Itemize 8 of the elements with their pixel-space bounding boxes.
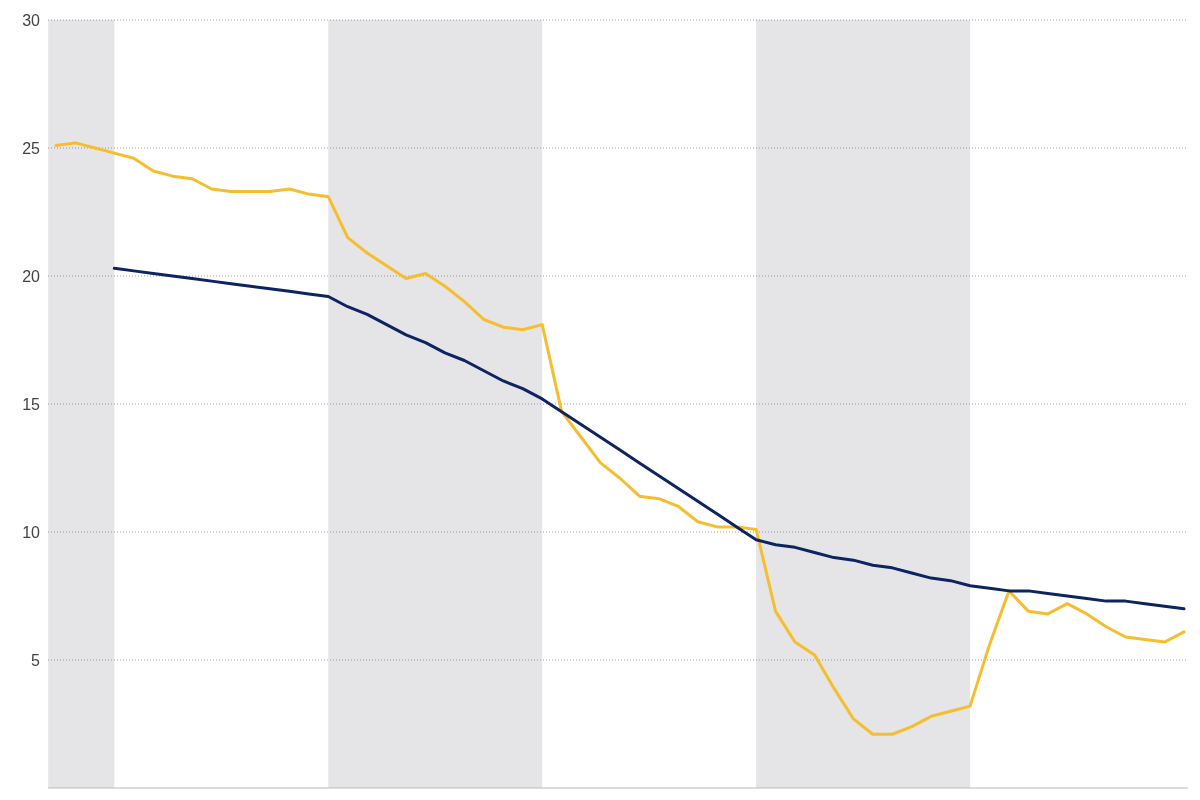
line-series [54, 141, 1186, 736]
y-tick-label: 5 [31, 651, 41, 669]
y-tick-label: 25 [22, 139, 41, 157]
y-tick-label: 15 [22, 395, 41, 413]
y-tick-label: 30 [22, 11, 41, 29]
y-tick-label: 20 [22, 267, 41, 285]
line-series [112, 266, 1186, 611]
y-tick-label: 10 [22, 523, 41, 541]
